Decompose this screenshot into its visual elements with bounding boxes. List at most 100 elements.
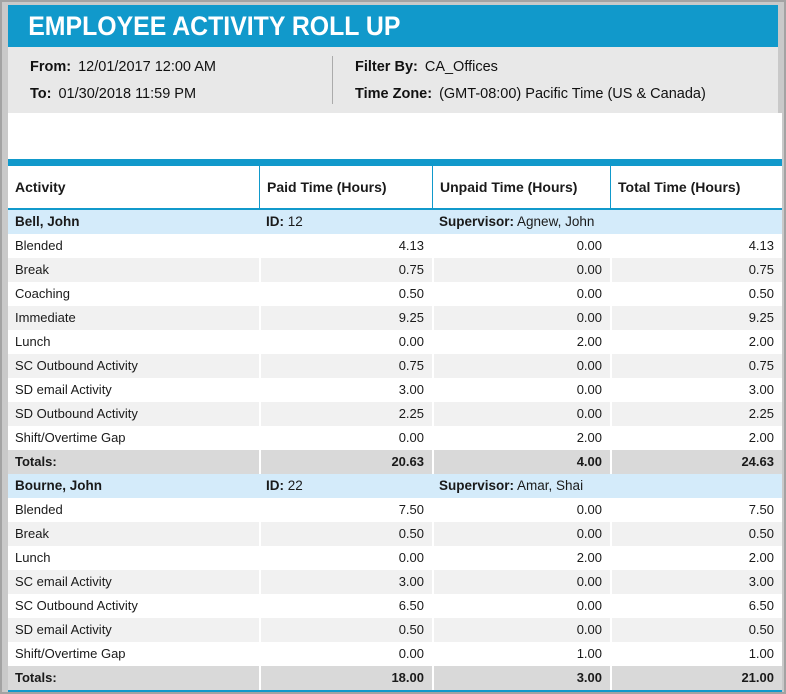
from-label: From:	[30, 59, 72, 75]
table-row: Shift/Overtime Gap 0.00 2.00 2.00	[8, 426, 782, 450]
employee-name: Bell, John	[15, 214, 80, 229]
activity-name: SD email Activity	[15, 382, 112, 397]
table-row: Lunch 0.00 2.00 2.00	[8, 546, 782, 570]
employee-section-row: Bell, John ID: 12 Supervisor: Agnew, John	[8, 210, 782, 234]
unpaid-time-value: 0.00	[432, 522, 610, 546]
paid-time-value: 0.00	[259, 426, 432, 450]
from-row: From: 12/01/2017 12:00 AM	[30, 57, 216, 77]
employee-name: Bourne, John	[15, 478, 102, 493]
id-label: ID:	[266, 478, 284, 493]
activity-name: Coaching	[15, 286, 70, 301]
totals-paid-value: 20.63	[259, 450, 432, 474]
unpaid-time-value: 0.00	[432, 570, 610, 594]
employee-id-cell: ID: 12	[266, 214, 303, 229]
paid-time-value: 0.00	[259, 546, 432, 570]
time-zone-label: Time Zone:	[355, 86, 433, 102]
page-title: EMPLOYEE ACTIVITY ROLL UP	[28, 10, 401, 41]
activity-name: SC Outbound Activity	[15, 598, 138, 613]
total-time-value: 0.75	[610, 258, 782, 282]
table-bottom-accent-bar	[8, 690, 782, 692]
paid-time-value: 7.50	[259, 498, 432, 522]
activity-name: SD email Activity	[15, 622, 112, 637]
unpaid-time-value: 2.00	[432, 426, 610, 450]
totals-paid-value: 18.00	[259, 666, 432, 690]
filter-by-label: Filter By:	[355, 59, 418, 75]
total-time-value: 1.00	[610, 642, 782, 666]
to-label: To:	[30, 86, 52, 102]
filter-settings-block: Filter By: CA_Offices Time Zone: (GMT-08:0…	[355, 57, 706, 104]
activity-name: Shift/Overtime Gap	[15, 646, 126, 661]
totals-label: Totals:	[15, 670, 57, 685]
column-header-2: Unpaid Time (Hours)	[432, 166, 610, 208]
total-time-value: 4.13	[610, 234, 782, 258]
totals-total-value: 21.00	[610, 666, 782, 690]
unpaid-time-value: 0.00	[432, 234, 610, 258]
paid-time-value: 0.50	[259, 282, 432, 306]
unpaid-time-value: 0.00	[432, 282, 610, 306]
paid-time-value: 0.75	[259, 354, 432, 378]
paid-time-value: 0.00	[259, 330, 432, 354]
date-range-block: From: 12/01/2017 12:00 AM To: 01/30/2018 1…	[30, 57, 216, 104]
total-time-value: 2.25	[610, 402, 782, 426]
totals-label: Totals:	[15, 454, 57, 469]
activity-name: Break	[15, 262, 49, 277]
unpaid-time-value: 0.00	[432, 498, 610, 522]
unpaid-time-value: 2.00	[432, 546, 610, 570]
activity-name: SD Outbound Activity	[15, 406, 138, 421]
paid-time-value: 9.25	[259, 306, 432, 330]
supervisor-label: Supervisor:	[439, 214, 515, 229]
unpaid-time-value: 0.00	[432, 618, 610, 642]
column-header-0: Activity	[15, 179, 66, 195]
paid-time-value: 0.00	[259, 642, 432, 666]
to-value: 01/30/2018 11:59 PM	[58, 86, 197, 102]
filter-by-value: CA_Offices	[424, 59, 498, 75]
total-time-value: 3.00	[610, 570, 782, 594]
filter-panel-divider	[332, 56, 333, 104]
total-time-value: 0.50	[610, 522, 782, 546]
table-row: Lunch 0.00 2.00 2.00	[8, 330, 782, 354]
table-row: Break 0.75 0.00 0.75	[8, 258, 782, 282]
unpaid-time-value: 0.00	[432, 594, 610, 618]
column-header-3: Total Time (Hours)	[610, 166, 782, 208]
total-time-value: 2.00	[610, 426, 782, 450]
totals-total-value: 24.63	[610, 450, 782, 474]
activity-name: Shift/Overtime Gap	[15, 430, 126, 445]
table-row: Coaching 0.50 0.00 0.50	[8, 282, 782, 306]
unpaid-time-value: 1.00	[432, 642, 610, 666]
from-value: 12/01/2017 12:00 AM	[78, 59, 216, 75]
column-header-1: Paid Time (Hours)	[259, 166, 432, 208]
total-time-value: 0.50	[610, 618, 782, 642]
report-filter-panel: From: 12/01/2017 12:00 AM To: 01/30/2018 1…	[8, 47, 778, 113]
table-row: SC Outbound Activity 0.75 0.00 0.75	[8, 354, 782, 378]
employee-section-row: Bourne, John ID: 22 Supervisor: Amar, Shai	[8, 474, 782, 498]
activity-name: Lunch	[15, 550, 51, 565]
activity-name: SC Outbound Activity	[15, 358, 138, 373]
total-time-value: 3.00	[610, 378, 782, 402]
unpaid-time-value: 0.00	[432, 354, 610, 378]
total-time-value: 7.50	[610, 498, 782, 522]
paid-time-value: 3.00	[259, 378, 432, 402]
activity-name: Break	[15, 526, 49, 541]
table-row: Break 0.50 0.00 0.50	[8, 522, 782, 546]
paid-time-value: 0.75	[259, 258, 432, 282]
table-row: SD email Activity 3.00 0.00 3.00	[8, 378, 782, 402]
paid-time-value: 3.00	[259, 570, 432, 594]
total-time-value: 0.75	[610, 354, 782, 378]
employee-id-cell: ID: 22	[266, 478, 303, 493]
table-row: Blended 7.50 0.00 7.50	[8, 498, 782, 522]
unpaid-time-value: 0.00	[432, 306, 610, 330]
unpaid-time-value: 0.00	[432, 402, 610, 426]
paid-time-value: 0.50	[259, 522, 432, 546]
filter-by-row: Filter By: CA_Offices	[355, 57, 706, 77]
to-row: To: 01/30/2018 11:59 PM	[30, 84, 216, 104]
time-zone-value: (GMT-08:00) Pacific Time (US & Canada)	[439, 86, 706, 102]
activity-name: Blended	[15, 502, 63, 517]
total-time-value: 9.25	[610, 306, 782, 330]
totals-row: Totals: 20.63 4.00 24.63	[8, 450, 782, 474]
total-time-value: 0.50	[610, 282, 782, 306]
activity-name: Immediate	[15, 310, 76, 325]
paid-time-value: 4.13	[259, 234, 432, 258]
totals-row: Totals: 18.00 3.00 21.00	[8, 666, 782, 690]
supervisor-label: Supervisor:	[439, 478, 515, 493]
table-row: Immediate 9.25 0.00 9.25	[8, 306, 782, 330]
